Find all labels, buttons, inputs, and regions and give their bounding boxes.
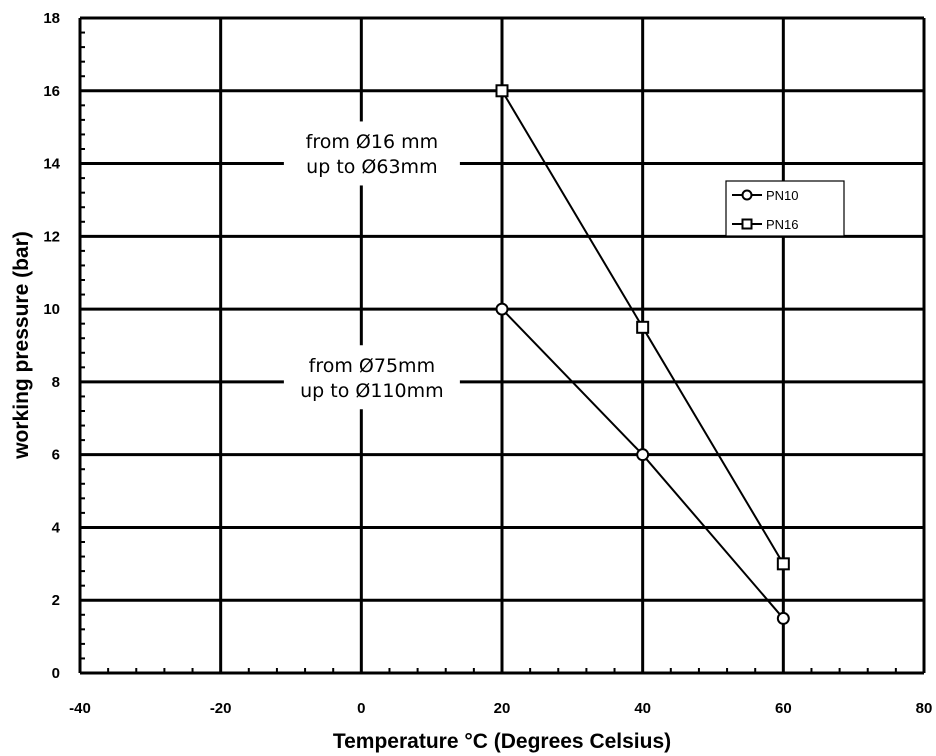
y-tick-label: 6	[52, 447, 60, 464]
annotation-line: from Ø16 mm	[306, 131, 438, 153]
annotation-line: from Ø75mm	[309, 355, 435, 377]
annotation-background	[283, 345, 460, 410]
data-point-pn16	[636, 320, 650, 334]
x-tick-label: 0	[357, 700, 365, 717]
tick-labels: -40 -20 0 20 40 60 80 0 2 4 6 8 10 12 14 16 18	[43, 10, 932, 717]
data-point-pn10	[495, 302, 509, 316]
axes	[78, 17, 925, 675]
y-tick-label: 0	[52, 665, 60, 682]
legend-marker-pn16	[741, 218, 753, 230]
series	[495, 84, 790, 625]
annotation-background	[283, 121, 460, 186]
y-tick-label: 8	[52, 374, 60, 391]
legend-label-pn10: PN10	[766, 188, 799, 203]
annotations: from Ø16 mm up to Ø63mm from Ø75mm up to Ø1…	[283, 121, 460, 410]
y-tick-label: 18	[43, 10, 60, 27]
data-point-pn16	[495, 84, 509, 98]
legend-marker-pn10	[741, 189, 753, 201]
x-tick-label: -20	[210, 700, 232, 717]
y-tick-label: 2	[52, 592, 60, 609]
x-tick-label: 80	[916, 700, 933, 717]
data-point-pn16	[776, 557, 790, 571]
data-point-pn10	[776, 611, 790, 625]
annotation-line: up to Ø110mm	[300, 380, 444, 402]
y-tick-label: 16	[43, 83, 60, 100]
legend-label-pn16: PN16	[766, 217, 799, 232]
x-tick-label: 60	[775, 700, 792, 717]
data-point-pn10	[636, 448, 650, 462]
y-tick-label: 12	[43, 228, 60, 245]
x-tick-label: -40	[69, 700, 91, 717]
y-axis-title: working pressure (bar)	[10, 231, 33, 460]
x-tick-label: 20	[494, 700, 511, 717]
legend: PN10 PN16	[725, 180, 845, 237]
y-tick-label: 14	[43, 156, 60, 173]
x-axis-title: Temperature °C (Degrees Celsius)	[333, 730, 671, 753]
x-tick-label: 40	[634, 700, 651, 717]
y-tick-label: 4	[52, 519, 61, 536]
y-tick-label: 10	[43, 301, 60, 318]
annotation-line: up to Ø63mm	[306, 156, 437, 178]
